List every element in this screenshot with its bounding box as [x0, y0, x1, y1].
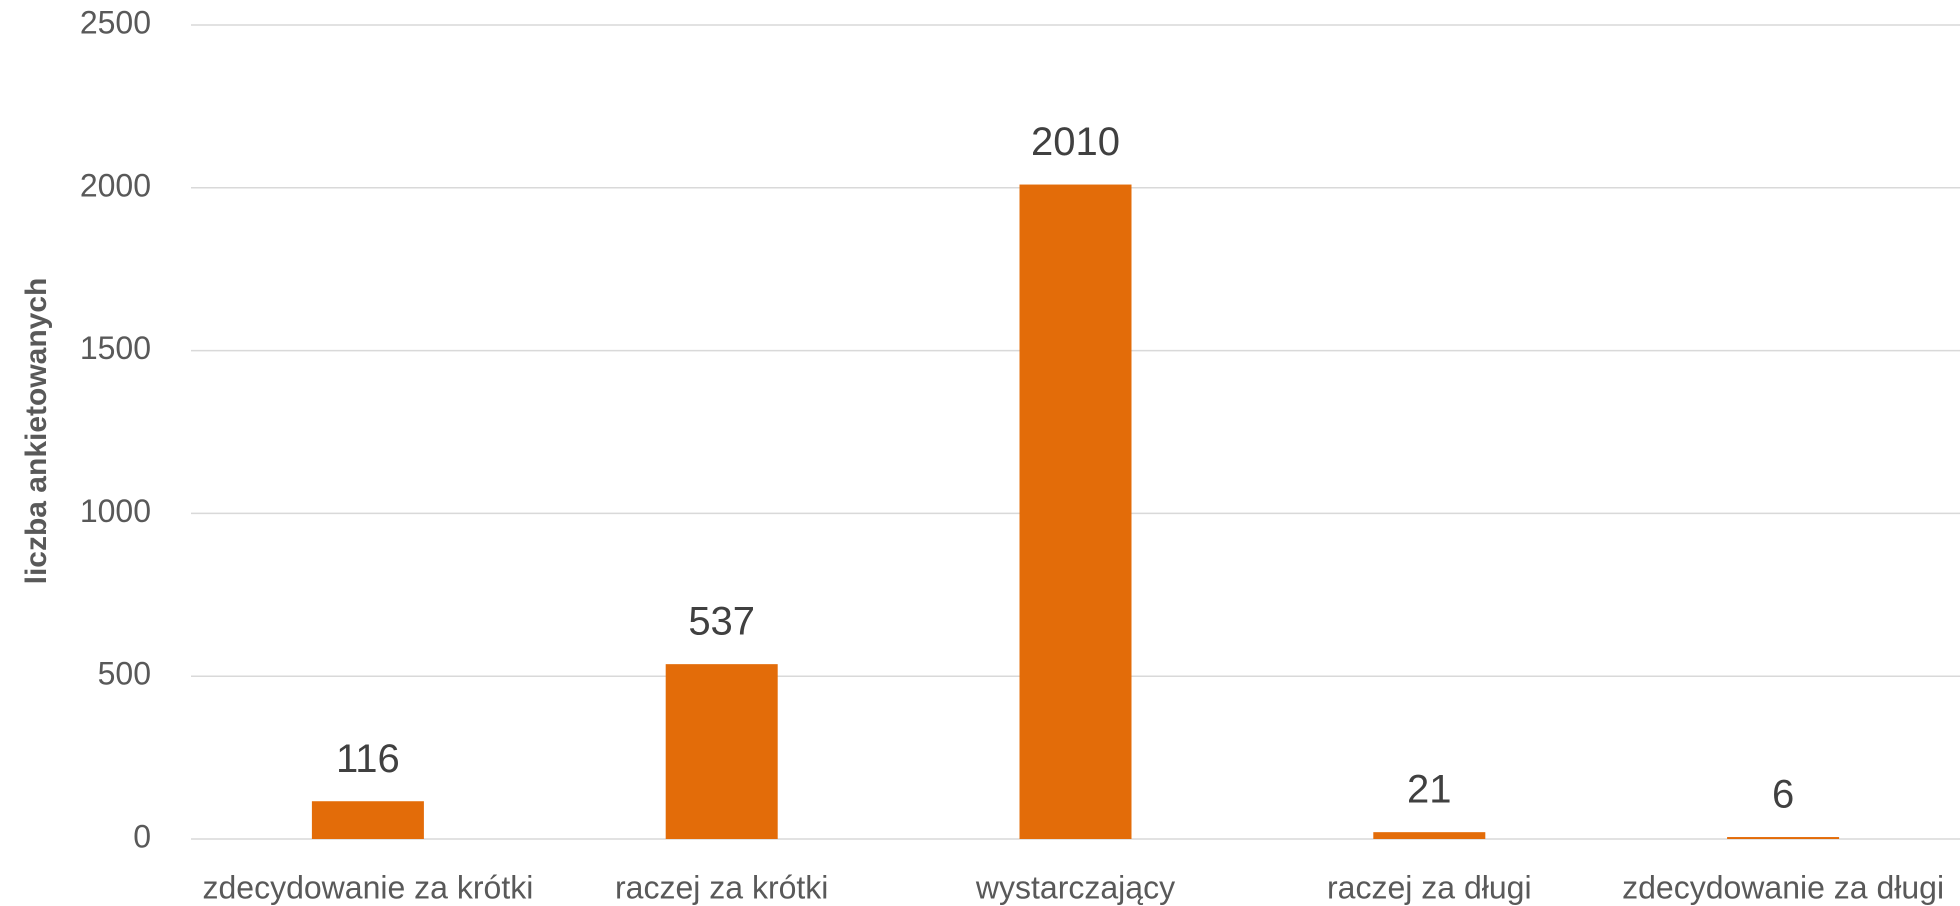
x-tick-label: zdecydowanie za krótki [202, 869, 533, 905]
x-tick-label: wystarczający [975, 869, 1175, 905]
y-tick-label: 1000 [80, 493, 151, 529]
x-tick-label: zdecydowanie za długi [1622, 869, 1944, 905]
y-tick-label: 0 [133, 818, 151, 854]
bar [1373, 832, 1486, 839]
bar [1019, 184, 1132, 839]
bar [665, 664, 778, 839]
data-label: 537 [688, 600, 755, 644]
y-tick-label: 500 [98, 656, 151, 692]
data-label: 116 [336, 737, 400, 781]
bar [1727, 837, 1840, 839]
data-label: 6 [1772, 773, 1794, 817]
bar [311, 801, 424, 839]
y-tick-label: 1500 [80, 330, 151, 366]
y-tick-label: 2000 [80, 167, 151, 203]
x-tick-label: raczej za długi [1327, 869, 1532, 905]
y-axis-title: liczba ankietowanych [20, 278, 53, 585]
x-tick-label: raczej za krótki [615, 869, 828, 905]
y-tick-label: 2500 [80, 4, 151, 40]
data-label: 21 [1407, 768, 1452, 812]
data-label: 2010 [1031, 120, 1120, 164]
